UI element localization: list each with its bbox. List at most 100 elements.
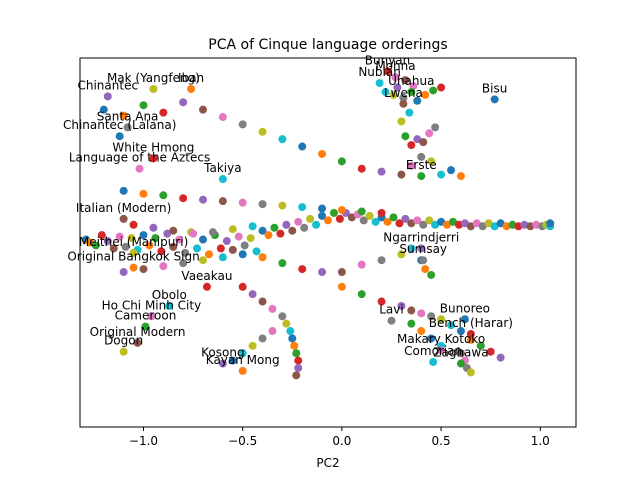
data-point bbox=[169, 242, 178, 251]
data-point bbox=[268, 304, 277, 313]
data-point bbox=[292, 349, 301, 358]
data-point bbox=[401, 214, 410, 223]
x-tick-label: 0.5 bbox=[432, 434, 451, 448]
data-point bbox=[429, 358, 438, 367]
data-point bbox=[199, 235, 208, 244]
data-point bbox=[329, 208, 338, 217]
data-point bbox=[337, 157, 346, 166]
data-point bbox=[282, 319, 291, 328]
data-point bbox=[228, 245, 237, 254]
point-label: Lavi bbox=[379, 303, 403, 317]
data-point bbox=[401, 132, 410, 141]
data-point bbox=[476, 341, 485, 350]
data-point bbox=[490, 222, 499, 231]
data-point bbox=[377, 208, 386, 217]
data-point bbox=[179, 259, 188, 268]
data-point bbox=[419, 138, 428, 147]
data-point bbox=[466, 368, 475, 377]
data-point bbox=[335, 214, 344, 223]
data-point bbox=[427, 312, 436, 321]
data-point bbox=[347, 213, 356, 222]
data-point bbox=[456, 172, 465, 181]
point-label: Language of the Aztecs bbox=[69, 151, 210, 165]
point-label: Dogon bbox=[104, 334, 143, 348]
data-point bbox=[312, 220, 321, 229]
data-point bbox=[417, 309, 426, 318]
chart-title: PCA of Cinque language orderings bbox=[208, 37, 447, 53]
data-point bbox=[129, 248, 138, 257]
data-point bbox=[218, 113, 227, 122]
data-point bbox=[218, 175, 227, 184]
data-point bbox=[437, 217, 446, 226]
data-point bbox=[389, 213, 398, 222]
data-point bbox=[127, 234, 136, 243]
data-point bbox=[447, 321, 456, 330]
data-point bbox=[268, 327, 277, 336]
data-point bbox=[318, 211, 327, 220]
point-label: Vaeakau bbox=[181, 269, 232, 283]
point-label: Takiya bbox=[203, 161, 241, 175]
data-point bbox=[216, 244, 225, 253]
data-point bbox=[407, 161, 416, 170]
data-point bbox=[159, 108, 168, 117]
data-point bbox=[149, 154, 158, 163]
data-point bbox=[466, 330, 475, 339]
data-point bbox=[208, 228, 217, 237]
data-point bbox=[324, 216, 332, 225]
data-point bbox=[397, 250, 406, 259]
point-label: Chinantec (Lalana) bbox=[63, 118, 176, 132]
data-point bbox=[91, 241, 100, 250]
data-point bbox=[421, 90, 430, 99]
data-point bbox=[460, 315, 469, 324]
data-point bbox=[218, 197, 227, 206]
data-point bbox=[381, 87, 390, 96]
point-label: Ngarrindjerri bbox=[383, 230, 459, 244]
data-point bbox=[258, 297, 267, 306]
data-point bbox=[306, 214, 315, 223]
data-point bbox=[357, 207, 366, 216]
data-point bbox=[387, 316, 396, 325]
data-point bbox=[258, 127, 267, 136]
data-point bbox=[405, 108, 414, 117]
plot-frame bbox=[79, 57, 577, 428]
point-label: Original Modern bbox=[90, 325, 186, 339]
data-point bbox=[443, 220, 452, 229]
data-point bbox=[149, 223, 158, 232]
data-point bbox=[151, 234, 160, 243]
point-label: White Hmong bbox=[112, 140, 194, 154]
x-tick-label: −1.0 bbox=[129, 434, 158, 448]
data-point bbox=[181, 248, 190, 257]
point-label: Iban bbox=[178, 71, 204, 85]
data-point bbox=[447, 166, 456, 175]
data-point bbox=[175, 235, 184, 244]
data-point bbox=[401, 76, 410, 85]
data-point bbox=[139, 265, 148, 274]
data-point bbox=[421, 265, 430, 274]
data-point bbox=[399, 99, 408, 108]
data-point bbox=[292, 371, 301, 380]
data-point bbox=[298, 265, 307, 274]
point-label: Italian (Modern) bbox=[76, 201, 171, 215]
data-point bbox=[419, 220, 428, 229]
data-point bbox=[427, 157, 436, 166]
data-point bbox=[417, 172, 426, 181]
data-point bbox=[318, 204, 327, 213]
data-point bbox=[258, 334, 267, 343]
data-point bbox=[115, 132, 124, 141]
data-point bbox=[159, 262, 168, 271]
data-point bbox=[375, 79, 384, 88]
data-point bbox=[417, 152, 426, 161]
data-point bbox=[258, 253, 267, 262]
data-point bbox=[258, 200, 267, 209]
data-point bbox=[199, 105, 208, 114]
data-point bbox=[248, 222, 257, 231]
x-axis-label: PC2 bbox=[316, 456, 339, 470]
point-label: Comorian bbox=[404, 344, 462, 358]
data-point bbox=[437, 346, 446, 355]
data-point bbox=[119, 347, 128, 356]
data-point bbox=[359, 216, 368, 225]
data-point bbox=[115, 232, 124, 241]
point-label: Nubian bbox=[358, 65, 401, 79]
data-point bbox=[218, 253, 227, 262]
data-point bbox=[407, 319, 416, 328]
